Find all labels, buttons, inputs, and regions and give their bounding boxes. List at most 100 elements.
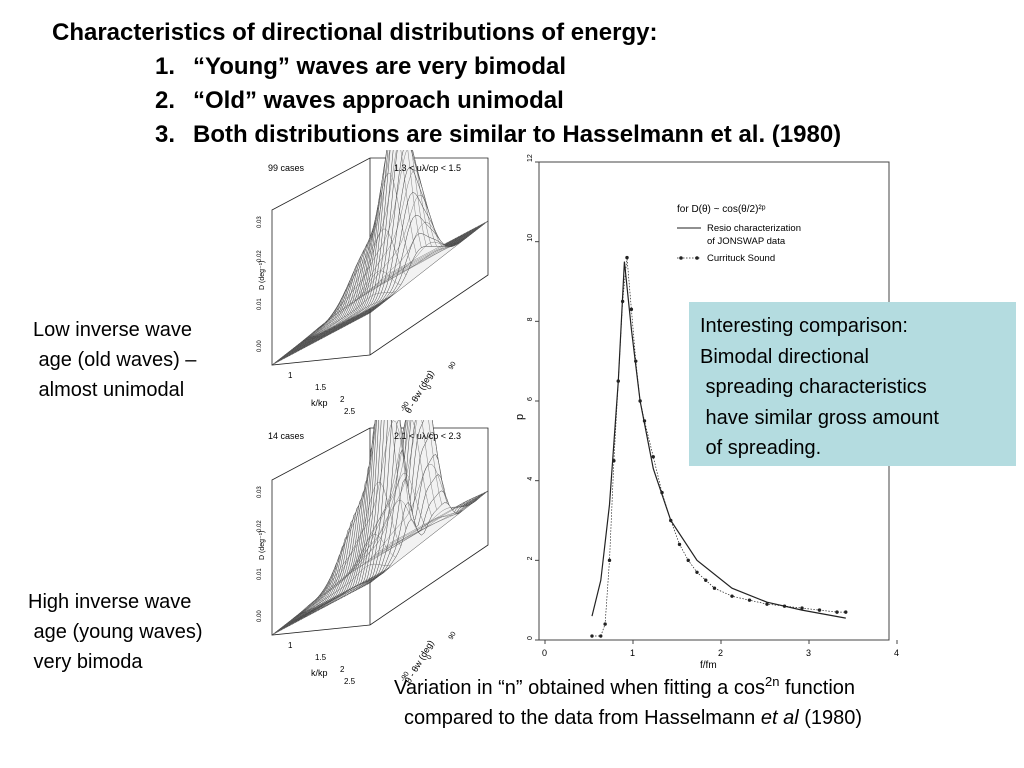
- x-tick-label: 3: [806, 648, 811, 658]
- mesh-line: [369, 505, 468, 560]
- k-tick-4: 2.5: [344, 677, 356, 685]
- mesh-line: [354, 464, 453, 571]
- y-tick-label: 0: [527, 636, 534, 640]
- theta-tick-3: 90: [448, 361, 458, 371]
- currituck-data-point: [765, 602, 769, 606]
- z-tick-1: 0.03: [257, 216, 263, 228]
- currituck-data-point: [638, 399, 642, 403]
- theta-tick-3: 90: [448, 631, 458, 641]
- low-inverse-wave-age-label: Low inverse wave age (old waves) – almos…: [33, 319, 197, 401]
- mesh-line: [318, 150, 417, 329]
- x-tick-label: 0: [542, 648, 547, 658]
- mesh-line: [333, 150, 432, 317]
- bullet-2-number: 2.: [155, 87, 176, 114]
- mesh-line: [271, 582, 371, 636]
- k-tick-2: 1.5: [315, 383, 327, 392]
- mesh-line: [318, 420, 417, 599]
- z-tick-3: 0.01: [257, 568, 263, 580]
- currituck-data-point: [634, 359, 638, 363]
- mesh-line: [328, 150, 427, 321]
- currituck-data-point: [660, 490, 664, 495]
- y-tick-label: 10: [527, 234, 534, 242]
- z-tick-2: 0.02: [257, 250, 263, 262]
- mesh-line: [348, 420, 448, 575]
- currituck-data-point: [599, 634, 603, 638]
- mesh-line: [312, 172, 412, 333]
- currituck-data-point: [730, 594, 734, 598]
- cases-label: 14 cases: [268, 431, 305, 441]
- currituck-data-point: [669, 518, 673, 523]
- y-tick-label: 8: [527, 317, 534, 321]
- currituck-data-point: [590, 634, 594, 638]
- mesh-line: [374, 232, 473, 286]
- mesh-line: [328, 473, 427, 591]
- legend-title: for D(θ) ~ cos(θ/2)²ᵖ: [677, 204, 766, 215]
- bullet-1-number: 1.: [155, 53, 176, 80]
- mesh-line: [343, 420, 442, 579]
- currituck-data-point: [704, 578, 708, 582]
- z-tick-4: 0.00: [257, 340, 263, 352]
- series-line-currituck: [592, 257, 846, 637]
- mesh-line: [302, 270, 401, 341]
- legend-marker: [695, 256, 699, 260]
- currituck-data-point: [817, 608, 822, 612]
- currituck-data-point: [677, 542, 682, 547]
- cases-label: 99 cases: [268, 163, 305, 173]
- mesh-line: [366, 222, 486, 315]
- mesh-line: [379, 499, 478, 552]
- series-line-resio: [591, 261, 846, 619]
- mesh-line: [287, 571, 386, 624]
- mesh-line: [379, 228, 478, 282]
- mesh-line: [348, 222, 448, 305]
- mesh-line: [374, 502, 473, 556]
- y-tick-label: 12: [527, 154, 534, 162]
- currituck-data-point: [620, 299, 625, 304]
- caption-line-2-end: (1980): [798, 707, 863, 729]
- mesh-line: [338, 169, 437, 313]
- mesh-line: [323, 150, 422, 325]
- mesh-line: [287, 300, 386, 354]
- mesh-line: [282, 304, 381, 358]
- mesh-line: [369, 236, 468, 290]
- currituck-data-point: [747, 598, 752, 602]
- mesh-line: [364, 240, 463, 294]
- currituck-data-point: [782, 604, 787, 608]
- y-tick-label: 4: [527, 477, 534, 481]
- slide-title: Characteristics of directional distribut…: [52, 19, 658, 46]
- k-axis-label: k/kp: [311, 398, 328, 408]
- currituck-data-point: [844, 610, 848, 614]
- wave-age-range-label: 2.1 < uλ/cp < 2.3: [394, 431, 461, 441]
- currituck-data-point: [651, 455, 655, 459]
- surface-mesh: [271, 420, 489, 636]
- mesh-line: [277, 308, 376, 362]
- caption-line-1-end: function: [779, 677, 856, 699]
- k-tick-3: 2: [340, 665, 345, 674]
- currituck-data-point: [629, 307, 634, 312]
- theta-tick-1: -90: [400, 401, 411, 413]
- currituck-data-point: [616, 379, 620, 383]
- surface-mesh: [271, 150, 489, 366]
- legend-marker: [679, 256, 683, 260]
- mesh-line: [364, 510, 463, 564]
- z-tick-2: 0.02: [257, 520, 263, 532]
- mesh-line: [282, 574, 381, 628]
- caption-et-al: et al: [760, 707, 799, 729]
- y-axis-label: p: [514, 414, 526, 420]
- y-tick-label: 6: [527, 397, 534, 401]
- legend-entry-currituck: Currituck Sound: [707, 253, 775, 264]
- x-tick-label: 2: [718, 648, 723, 658]
- mesh-line: [297, 291, 396, 346]
- bullet-1-text: “Young” waves are very bimodal: [193, 53, 567, 80]
- k-tick-2: 1.5: [315, 653, 327, 662]
- comparison-callout: Interesting comparison: Bimodal directio…: [689, 302, 1016, 466]
- bullet-3-text: Both distributions are similar to Hassel…: [193, 121, 842, 148]
- currituck-data-point: [712, 586, 717, 590]
- k-tick-3: 2: [340, 395, 345, 404]
- z-axis-label: D (deg⁻¹): [259, 261, 266, 290]
- x-axis-label: f/fm: [700, 660, 717, 670]
- theta-tick-1: -90: [400, 671, 411, 683]
- mesh-line: [338, 420, 437, 583]
- currituck-data-point: [603, 622, 607, 626]
- high-inverse-wave-age-label: High inverse wave age (young waves) very…: [28, 591, 203, 673]
- caption-line-2-text: compared to the data from Hasselmann: [404, 707, 761, 729]
